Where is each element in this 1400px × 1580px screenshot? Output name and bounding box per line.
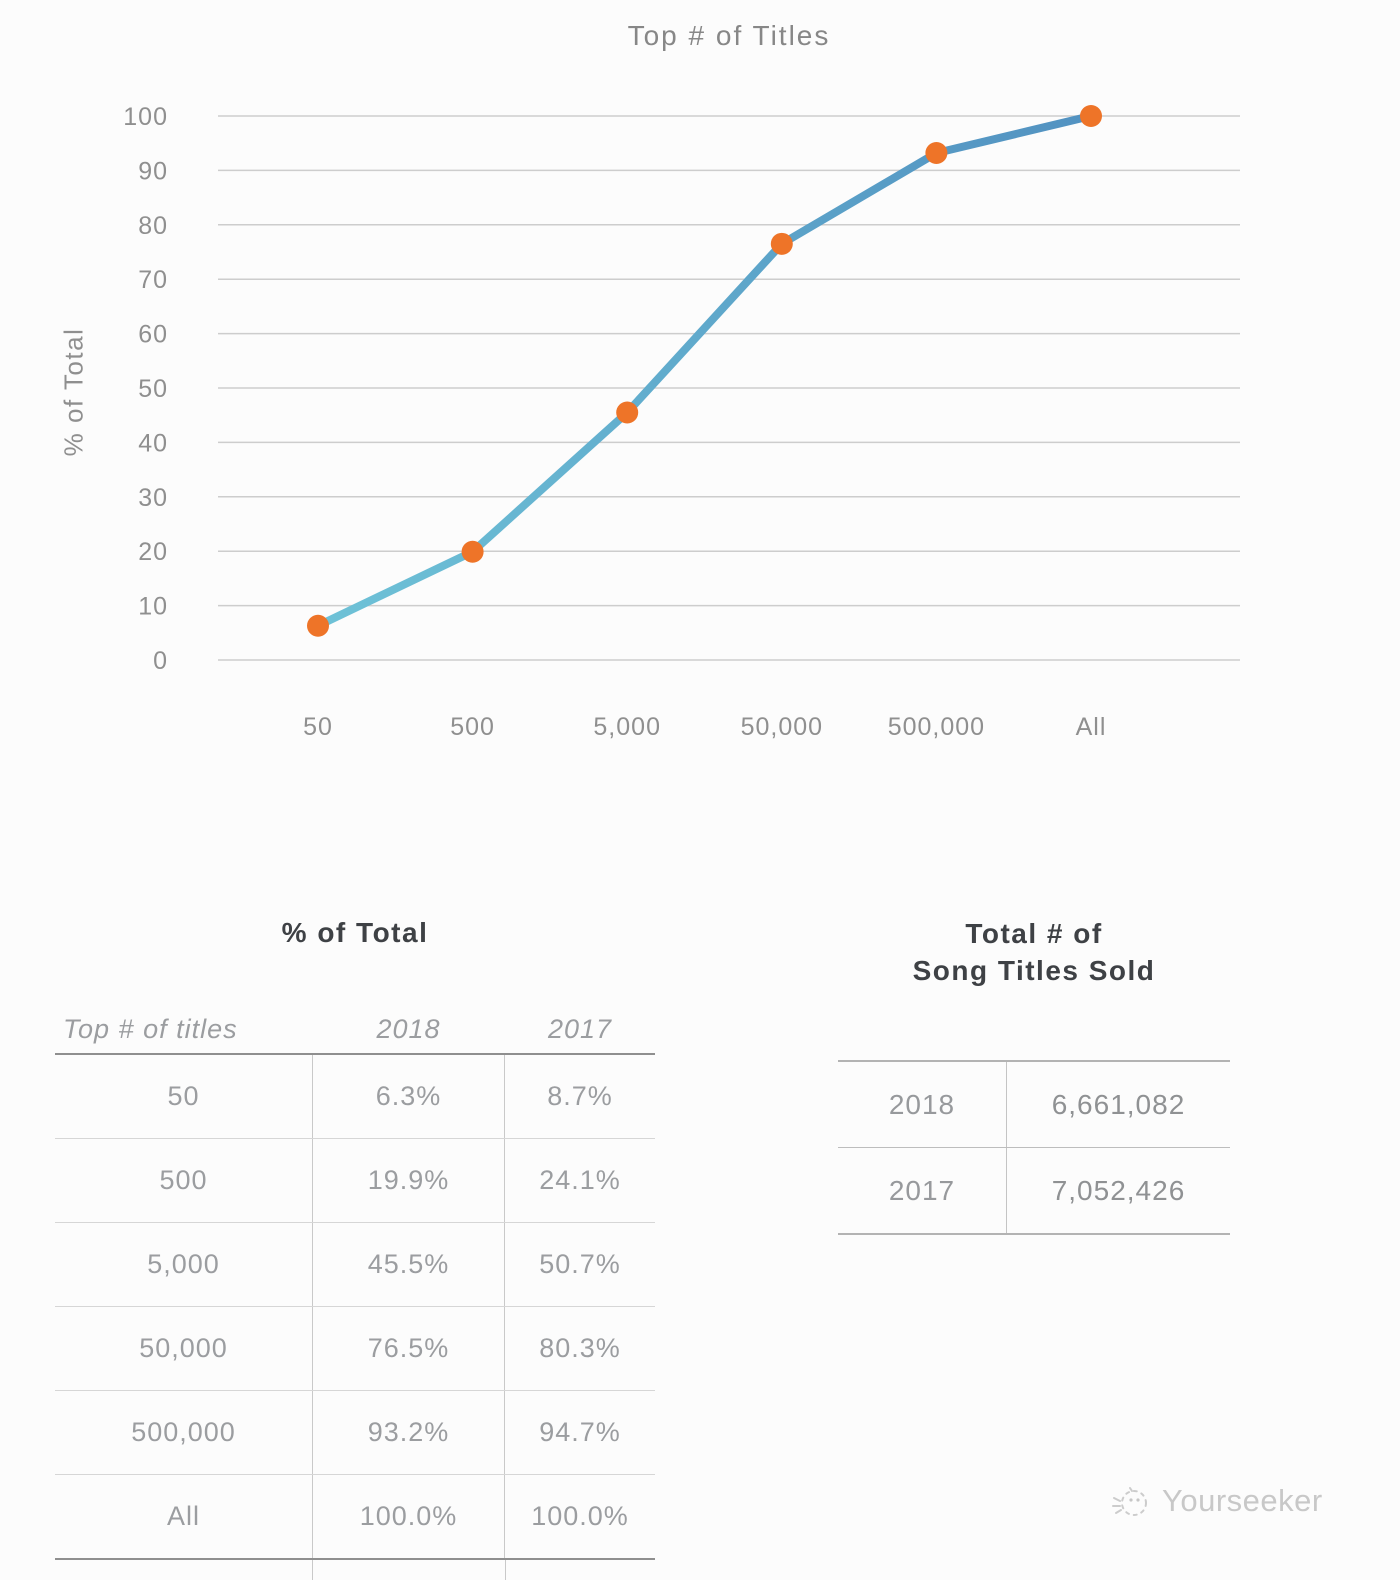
data-point <box>925 141 948 164</box>
y-tick-label: 20 <box>138 538 168 566</box>
chart-title: Top # of Titles <box>627 20 831 51</box>
table-cell: 19.9% <box>312 1139 505 1222</box>
x-tick-label: 50 <box>303 713 333 741</box>
column-header: 2018 <box>376 1013 441 1044</box>
titles-sold-table: Total # of Song Titles Sold 2018 6,661,0… <box>838 915 1230 1235</box>
table-cell: 45.5% <box>312 1223 505 1306</box>
data-line-2018 <box>314 112 1095 630</box>
table-row: 500 19.9% 24.1% <box>55 1138 655 1222</box>
y-tick-label: 100 <box>123 103 168 131</box>
table-cell: 100.0% <box>312 1475 505 1558</box>
yourseeker-logo-icon <box>1112 1487 1147 1516</box>
table-cell: All <box>166 1501 200 1531</box>
y-tick-label: 0 <box>153 647 168 675</box>
table-title-line1: Total # of <box>965 918 1103 949</box>
table-cell: 24.1% <box>539 1165 621 1195</box>
watermark: Yourseeker <box>1108 1478 1323 1524</box>
table-row: 50 6.3% 8.7% <box>55 1055 655 1138</box>
x-tick-label: All <box>1076 713 1107 741</box>
data-point <box>461 540 484 563</box>
data-point <box>307 614 329 637</box>
table-cell: 2018 <box>838 1062 1007 1147</box>
y-tick-label: 10 <box>138 593 168 621</box>
table-cell: 76.5% <box>312 1307 505 1390</box>
x-tick-label: 50,000 <box>741 713 823 741</box>
y-tick-label: 90 <box>138 157 168 185</box>
watermark-text: Yourseeker <box>1162 1483 1323 1518</box>
table-cell: 50,000 <box>139 1333 228 1363</box>
y-tick-label: 60 <box>138 321 168 349</box>
table-cell: 94.7% <box>539 1417 621 1447</box>
y-tick-label: 70 <box>138 266 168 294</box>
data-point <box>1080 105 1102 127</box>
table-row: 2017 7,052,426 <box>838 1147 1230 1233</box>
table-row: 50,000 76.5% 80.3% <box>55 1306 655 1390</box>
table-cell: 8.7% <box>547 1081 613 1111</box>
column-header: Top # of titles <box>63 1013 238 1044</box>
table-cell: 50 <box>167 1081 200 1111</box>
table-cell: 7,052,426 <box>1051 1174 1186 1206</box>
table-cell: 100.0% <box>531 1501 629 1531</box>
x-tick-label: 500 <box>450 713 495 741</box>
y-tick-label: 50 <box>138 375 168 403</box>
table-cell: 500,000 <box>131 1417 236 1447</box>
table-row: 500,000 93.2% 94.7% <box>55 1390 655 1474</box>
y-tick-label: 80 <box>138 212 168 240</box>
table-title: Total # of Song Titles Sold <box>838 915 1230 989</box>
table-cell: 6,661,082 <box>1051 1088 1186 1120</box>
table-body: 2018 6,661,082 2017 7,052,426 <box>838 1060 1230 1235</box>
table-cell: 2017 <box>838 1148 1007 1233</box>
table-cell: 500 <box>159 1165 208 1195</box>
line-chart: 0 10 20 30 40 50 60 70 80 90 100 50 500 5,000 50,000 50… <box>123 103 1240 741</box>
table-header-row: Top # of titles 2018 2017 <box>55 1005 655 1055</box>
table-cell: 5,000 <box>147 1249 220 1279</box>
table-row: 2018 6,661,082 <box>838 1062 1230 1147</box>
table-cell: 93.2% <box>312 1391 505 1474</box>
table-cell: 80.3% <box>539 1333 621 1363</box>
y-tick-label: 30 <box>138 484 168 512</box>
table-title: % of Total <box>281 917 429 948</box>
column-header: 2017 <box>547 1013 613 1044</box>
x-tick-label: 500,000 <box>888 713 985 741</box>
table-cell: 6.3% <box>312 1055 505 1138</box>
data-point <box>616 401 639 424</box>
y-tick-label: 40 <box>138 429 168 457</box>
table-title-line2: Song Titles Sold <box>912 955 1156 986</box>
table-row: 5,000 45.5% 50.7% <box>55 1222 655 1306</box>
x-tick-label: 5,000 <box>593 713 661 741</box>
data-point <box>770 232 793 255</box>
pct-of-total-table: % of Total Top # of titles 2018 2017 50 … <box>55 915 655 1580</box>
table-body: 50 6.3% 8.7% 500 19.9% 24.1% 5,000 45.5%… <box>55 1055 655 1560</box>
table-row: All 100.0% 100.0% <box>55 1474 655 1558</box>
table-cell: 50.7% <box>539 1249 621 1279</box>
table-column-rules <box>55 1560 655 1580</box>
